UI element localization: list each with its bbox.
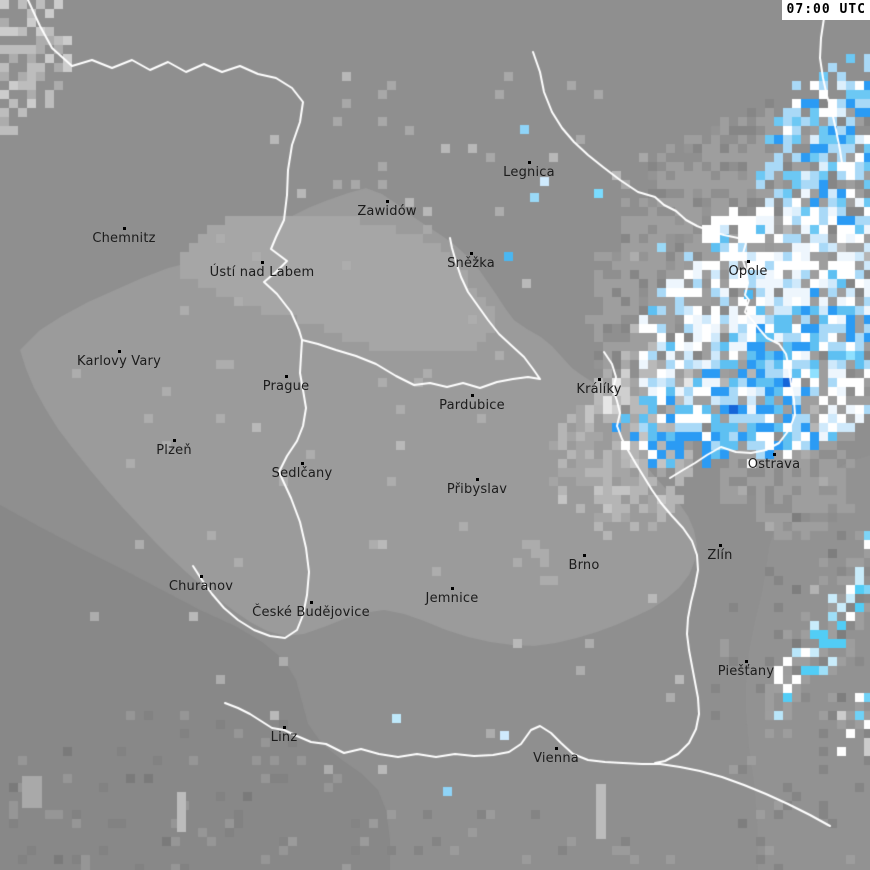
city-label: Karlovy Vary xyxy=(77,354,161,369)
city-label: Linz xyxy=(270,730,298,745)
city-dot-icon xyxy=(719,544,722,547)
city-label: Prague xyxy=(262,379,310,394)
city-label: Zawidów xyxy=(357,204,417,219)
city-label: Brno xyxy=(568,558,600,573)
timestamp-badge: 07:00 UTC xyxy=(781,0,870,20)
city-label: Ostrava xyxy=(747,457,801,472)
city-dot-icon xyxy=(773,453,776,456)
city-dot-icon xyxy=(745,660,748,663)
city-label: Chemnitz xyxy=(92,231,156,246)
city-dot-icon xyxy=(598,378,601,381)
city-dot-icon xyxy=(747,260,750,263)
city-label: Pardubice xyxy=(439,398,505,413)
city-label: Piešťany xyxy=(717,664,775,679)
city-label: České Budějovice xyxy=(252,605,370,620)
city-dot-icon xyxy=(555,747,558,750)
city-dot-icon xyxy=(451,587,454,590)
city-label: Králíky xyxy=(576,382,622,397)
city-label: Plzeň xyxy=(156,443,192,458)
city-dot-icon xyxy=(583,554,586,557)
city-label: Opole xyxy=(728,264,768,279)
city-dot-icon xyxy=(471,394,474,397)
city-label: Ústí nad Labem xyxy=(209,265,315,280)
city-label: Zlín xyxy=(707,548,733,563)
city-dot-icon xyxy=(470,252,473,255)
city-label: Jemnice xyxy=(425,591,479,606)
city-dot-icon xyxy=(310,601,313,604)
city-label: Vienna xyxy=(533,751,579,766)
city-dot-icon xyxy=(386,200,389,203)
city-label: Přibyslav xyxy=(446,482,508,497)
city-dot-icon xyxy=(173,439,176,442)
city-label: Legnica xyxy=(503,165,555,180)
city-dot-icon xyxy=(123,227,126,230)
city-dot-icon xyxy=(285,375,288,378)
city-dot-icon xyxy=(283,726,286,729)
city-dot-icon xyxy=(528,161,531,164)
city-dot-icon xyxy=(476,478,479,481)
city-label: Sedlčany xyxy=(271,466,333,481)
city-dot-icon xyxy=(261,261,264,264)
city-label: Sněžka xyxy=(447,256,495,271)
city-dot-icon xyxy=(301,462,304,465)
city-label: Churanov xyxy=(168,579,234,594)
city-dot-icon xyxy=(200,575,203,578)
city-dot-icon xyxy=(118,350,121,353)
